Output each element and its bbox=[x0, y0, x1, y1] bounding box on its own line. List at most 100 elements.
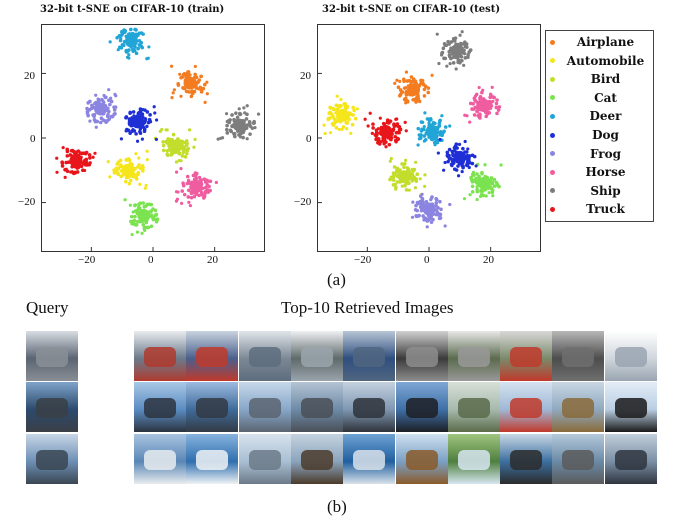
scatter-point bbox=[205, 92, 209, 96]
scatter-point bbox=[140, 137, 144, 141]
scatter-point bbox=[214, 180, 218, 185]
scatter-point bbox=[146, 120, 151, 125]
legend-marker bbox=[550, 188, 555, 194]
scatter-point bbox=[471, 102, 475, 106]
scatter-point bbox=[108, 175, 112, 179]
scatter-point bbox=[421, 201, 425, 205]
thumb-object bbox=[248, 398, 281, 418]
legend-item-bird: Bird bbox=[550, 70, 650, 88]
scatter-point bbox=[110, 114, 115, 119]
scatter-point bbox=[458, 33, 462, 37]
scatter-point bbox=[189, 94, 194, 99]
thumb-object bbox=[196, 450, 229, 470]
scatter-point bbox=[107, 88, 111, 92]
scatter-point bbox=[147, 117, 152, 122]
cluster-core bbox=[189, 179, 203, 193]
scatter-point bbox=[495, 111, 499, 116]
scatter-point bbox=[470, 153, 475, 158]
scatter-point bbox=[468, 48, 473, 53]
scatter-point bbox=[193, 171, 198, 175]
scatter-point bbox=[109, 99, 114, 104]
scatter-point bbox=[447, 53, 451, 57]
scatter-point bbox=[393, 81, 397, 85]
scatter-point bbox=[197, 193, 201, 198]
scatter-point bbox=[129, 219, 133, 223]
scatter-point bbox=[351, 113, 355, 117]
scatter-point bbox=[165, 148, 170, 153]
scatter-point bbox=[454, 67, 458, 71]
scatter-point bbox=[395, 78, 399, 82]
scatter-point bbox=[186, 188, 191, 193]
cluster-cat bbox=[123, 198, 160, 237]
scatter-point bbox=[403, 120, 407, 125]
scatter-point bbox=[393, 138, 398, 143]
retrieved-image bbox=[447, 382, 500, 432]
retrieved-image bbox=[290, 382, 343, 432]
scatter-point bbox=[85, 162, 90, 167]
scatter-point bbox=[139, 40, 144, 45]
scatter-point bbox=[443, 56, 448, 61]
scatter-point bbox=[225, 123, 229, 128]
scatter-point bbox=[131, 49, 135, 53]
scatter-point bbox=[183, 148, 187, 152]
scatter-point bbox=[456, 174, 461, 178]
scatter-point bbox=[385, 118, 390, 123]
test-x-tick: 0 bbox=[424, 254, 430, 266]
scatter-point bbox=[417, 133, 422, 137]
scatter-point bbox=[405, 79, 410, 83]
scatter-point bbox=[481, 88, 485, 92]
scatter-point bbox=[137, 163, 141, 167]
scatter-point bbox=[131, 127, 135, 132]
scatter-point bbox=[427, 218, 431, 222]
scatter-point bbox=[443, 160, 447, 165]
scatter-point bbox=[101, 118, 105, 122]
scatter-point bbox=[178, 72, 182, 76]
scatter-point bbox=[499, 163, 503, 167]
scatter-point bbox=[180, 201, 184, 205]
scatter-point bbox=[328, 131, 333, 135]
scatter-point bbox=[203, 82, 207, 87]
thumb-object bbox=[614, 398, 647, 418]
scatter-point bbox=[136, 172, 140, 176]
scatter-point bbox=[241, 130, 246, 135]
scatter-point bbox=[478, 194, 483, 199]
scatter-point bbox=[161, 140, 165, 144]
scatter-point bbox=[108, 102, 112, 107]
scatter-point bbox=[199, 74, 204, 78]
legend-marker bbox=[550, 169, 555, 175]
scatter-point bbox=[466, 147, 470, 151]
scatter-point bbox=[174, 160, 179, 164]
scatter-point bbox=[131, 31, 135, 36]
scatter-point bbox=[129, 214, 134, 219]
scatter-point bbox=[472, 178, 476, 182]
scatter-point bbox=[116, 48, 120, 52]
scatter-point bbox=[442, 168, 446, 172]
scatter-point bbox=[187, 90, 191, 94]
scatter-point bbox=[145, 225, 150, 229]
scatter-point bbox=[496, 108, 501, 112]
scatter-point bbox=[98, 120, 103, 125]
scatter-point bbox=[468, 120, 472, 124]
scatter-point bbox=[407, 188, 411, 192]
legend-item-deer: Deer bbox=[550, 107, 650, 125]
scatter-point bbox=[352, 108, 356, 113]
scatter-point bbox=[107, 109, 111, 114]
scatter-point bbox=[331, 107, 336, 112]
scatter-point bbox=[248, 124, 253, 128]
scatter-point bbox=[76, 149, 81, 153]
test-y-tick: −20 bbox=[294, 196, 312, 208]
scatter-point bbox=[471, 170, 476, 174]
scatter-point bbox=[147, 45, 151, 49]
scatter-point bbox=[134, 222, 139, 227]
scatter-point bbox=[123, 179, 128, 184]
retrieved-image bbox=[343, 331, 396, 381]
scatter-point bbox=[235, 115, 240, 120]
cluster-airplane bbox=[393, 70, 434, 105]
scatter-point bbox=[339, 97, 343, 102]
cluster-core bbox=[121, 163, 135, 177]
train-scatter bbox=[42, 27, 261, 251]
scatter-point bbox=[438, 118, 442, 123]
scatter-point bbox=[436, 213, 441, 217]
scatter-point bbox=[224, 112, 229, 116]
scatter-point bbox=[474, 179, 479, 184]
